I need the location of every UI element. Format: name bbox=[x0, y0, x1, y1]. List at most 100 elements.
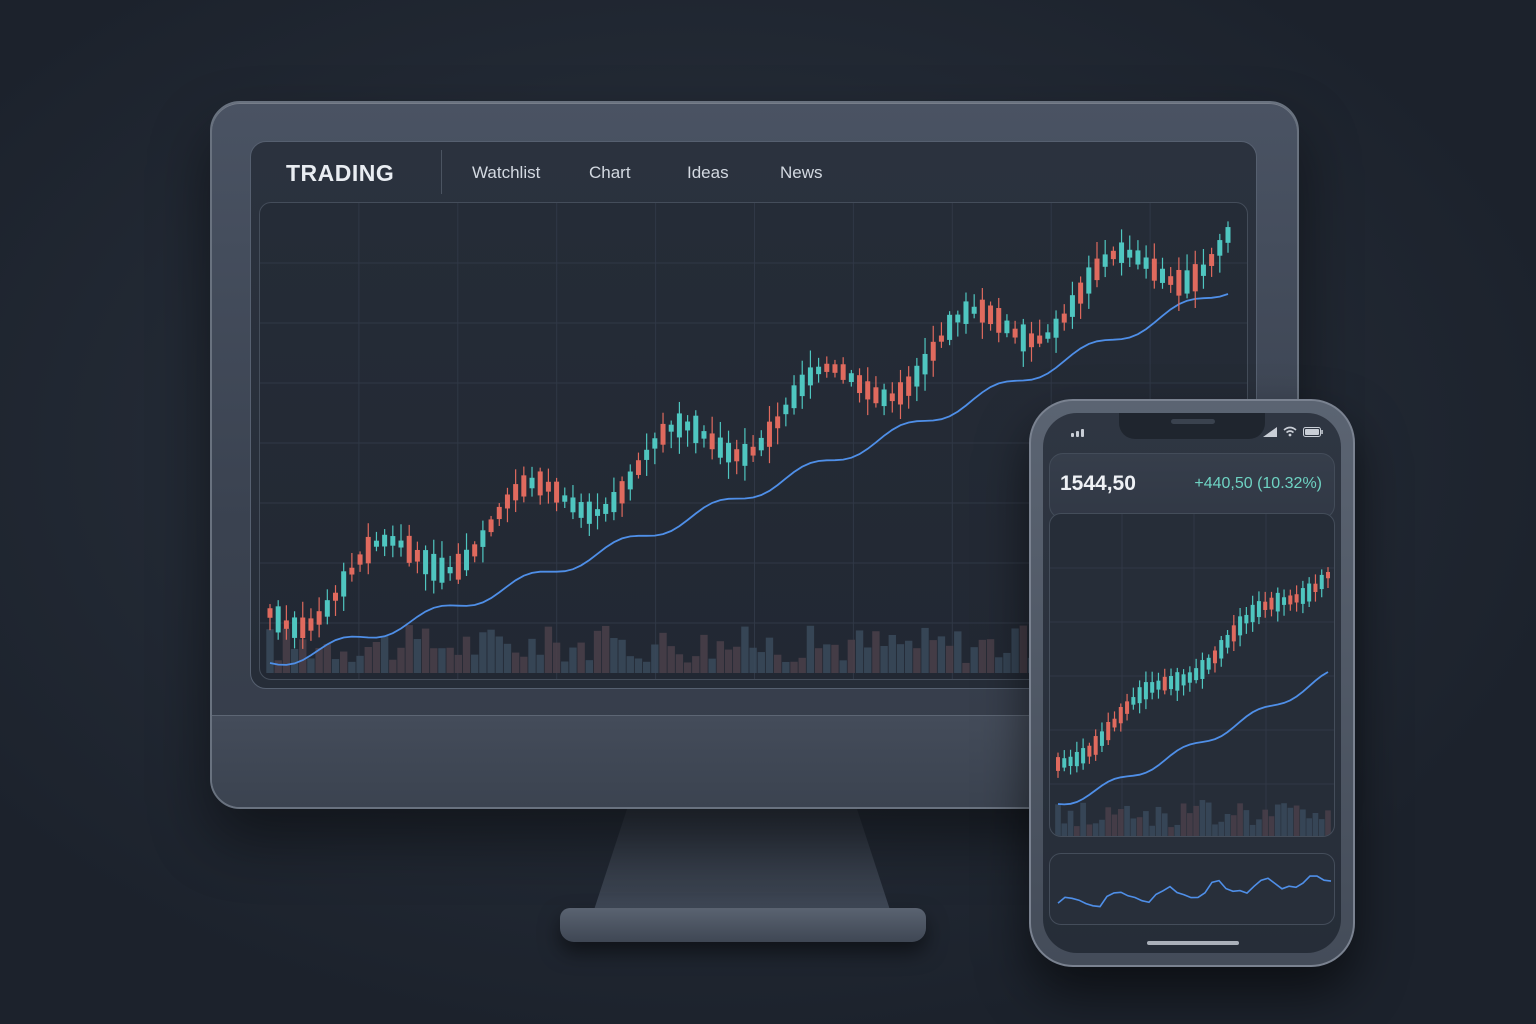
nav-watchlist[interactable]: Watchlist bbox=[472, 163, 541, 182]
candle bbox=[357, 554, 363, 565]
candle bbox=[1282, 597, 1287, 605]
nav-chart[interactable]: Chart bbox=[589, 163, 631, 182]
candle bbox=[349, 567, 355, 575]
signal-icon bbox=[1071, 429, 1084, 437]
volume-bar bbox=[904, 640, 913, 673]
candle bbox=[398, 540, 404, 548]
volume-bar bbox=[364, 647, 372, 673]
volume-bar bbox=[724, 649, 733, 673]
candle bbox=[807, 367, 813, 386]
volume-bar bbox=[495, 636, 503, 673]
candle bbox=[1275, 592, 1280, 612]
candle bbox=[914, 365, 920, 387]
candle bbox=[1250, 604, 1255, 623]
volume-bar bbox=[1312, 812, 1319, 836]
monitor-stand-neck bbox=[592, 806, 892, 916]
volume-bar bbox=[667, 646, 675, 673]
volume-bar bbox=[929, 640, 937, 673]
volume-bar bbox=[1067, 810, 1074, 836]
candle bbox=[1099, 731, 1104, 746]
volume-bar bbox=[1318, 819, 1325, 836]
volume-bar bbox=[610, 638, 618, 673]
candle bbox=[308, 618, 314, 631]
mobile-chart-panel[interactable] bbox=[1049, 513, 1335, 837]
price-change: +440,50 (10.32%) bbox=[1194, 475, 1322, 492]
candle bbox=[1012, 328, 1018, 338]
volume-bar bbox=[520, 656, 528, 673]
candle bbox=[554, 481, 560, 503]
volume-bar bbox=[569, 647, 577, 673]
candle bbox=[1176, 269, 1182, 296]
volume-bar bbox=[880, 645, 888, 673]
volume-bar bbox=[454, 654, 463, 673]
candle bbox=[1200, 264, 1206, 276]
volume-bar bbox=[331, 659, 340, 673]
volume-bar bbox=[421, 628, 430, 673]
volume-bar bbox=[634, 658, 643, 673]
volume-bar bbox=[1212, 824, 1218, 836]
candle bbox=[300, 617, 306, 639]
candle bbox=[840, 364, 846, 380]
volume-bar bbox=[290, 648, 299, 673]
candle bbox=[668, 424, 674, 432]
candle bbox=[1184, 270, 1190, 294]
volume-bar bbox=[405, 625, 413, 673]
candle bbox=[513, 484, 519, 501]
volume-bar bbox=[593, 630, 602, 673]
candle bbox=[1151, 258, 1157, 281]
volume-bar bbox=[954, 631, 962, 673]
volume-bar bbox=[1117, 809, 1124, 836]
volume-bar bbox=[823, 644, 831, 673]
volume-bar bbox=[765, 637, 774, 673]
candle bbox=[889, 393, 895, 402]
volume-bar bbox=[921, 627, 929, 673]
candle bbox=[619, 481, 625, 504]
volume-bar bbox=[446, 647, 454, 673]
candle bbox=[1125, 701, 1130, 714]
volume-bar bbox=[315, 647, 323, 673]
candle bbox=[578, 502, 584, 518]
volume-bar bbox=[1003, 652, 1011, 673]
volume-bar bbox=[1230, 815, 1237, 836]
candle bbox=[275, 606, 281, 633]
top-navigation: TRADING Watchlist Chart Ideas News bbox=[251, 142, 1256, 200]
volume-bar bbox=[552, 642, 561, 673]
volume-bar bbox=[282, 628, 291, 673]
candle bbox=[341, 571, 347, 597]
volume-bar bbox=[651, 644, 659, 673]
candle bbox=[742, 443, 748, 466]
candle bbox=[1244, 614, 1249, 624]
candle bbox=[1074, 751, 1079, 767]
volume-bar bbox=[438, 648, 446, 673]
volume-bar bbox=[806, 625, 815, 673]
candle bbox=[562, 495, 568, 502]
nav-news[interactable]: News bbox=[780, 163, 823, 182]
candle bbox=[1181, 674, 1186, 686]
candle bbox=[529, 477, 535, 489]
candle bbox=[1192, 264, 1198, 292]
price-summary-card[interactable]: 1544,50 +440,50 (10.32%) bbox=[1049, 453, 1335, 519]
candle bbox=[1162, 676, 1167, 691]
volume-bar bbox=[839, 660, 847, 673]
candle bbox=[660, 423, 666, 445]
nav-ideas[interactable]: Ideas bbox=[687, 163, 729, 182]
candle bbox=[955, 314, 961, 323]
volume-bar bbox=[585, 660, 594, 673]
volume-bar bbox=[962, 662, 970, 673]
volume-bar bbox=[864, 647, 872, 673]
candle bbox=[1209, 254, 1215, 266]
candle bbox=[545, 481, 551, 492]
status-icons bbox=[1263, 426, 1323, 437]
app-brand: TRADING bbox=[286, 160, 395, 186]
mobile-indicator-panel[interactable] bbox=[1049, 853, 1335, 925]
candle bbox=[406, 535, 412, 563]
candle bbox=[996, 308, 1002, 333]
candle bbox=[1081, 748, 1086, 764]
volume-bar bbox=[602, 625, 610, 673]
mobile-candlestick-chart[interactable] bbox=[1050, 514, 1335, 837]
volume-bar bbox=[855, 630, 864, 673]
volume-bar bbox=[274, 660, 282, 673]
volume-bar bbox=[1187, 813, 1193, 836]
candle bbox=[1078, 282, 1084, 304]
